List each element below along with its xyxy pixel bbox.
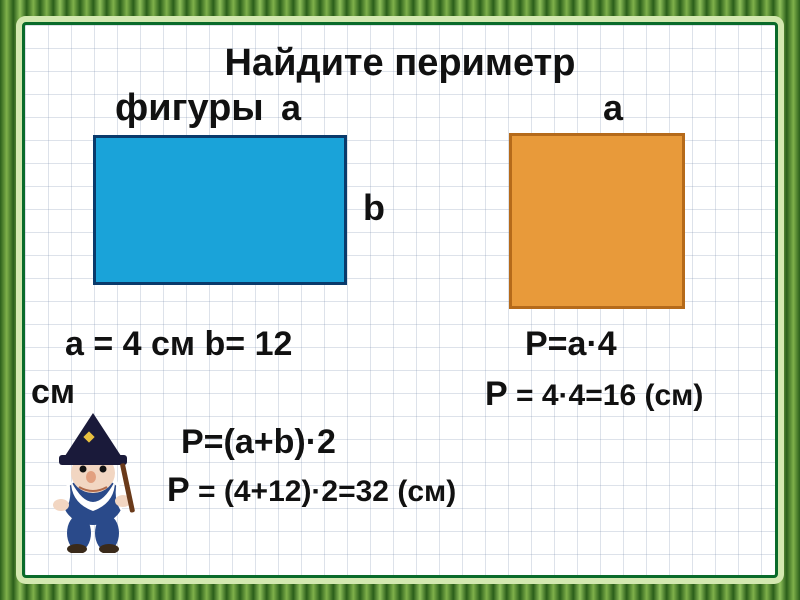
equation-p-a4-calc-rest: = 4·4=16 (см) (508, 379, 704, 412)
rectangle-shape (93, 135, 347, 285)
slide-content: Найдите периметр фигуры а а b a = 4 см b… (25, 25, 775, 575)
equation-ab-values: a = 4 см b= 12 (65, 325, 292, 364)
equation-p-a4-calc: Р = 4·4=16 (см) (485, 375, 703, 414)
equation-p-a4-calc-P: Р (485, 375, 508, 413)
label-a-square: а (603, 87, 623, 129)
equation-p-ab-calc: Р = (4+12)·2=32 (см) (167, 471, 456, 510)
equation-p-a4: Р=а·4 (525, 325, 617, 364)
equation-p-ab-calc-P: Р (167, 471, 190, 509)
slide-frame: Найдите периметр фигуры а а b a = 4 см b… (22, 22, 778, 578)
equation-p-ab-formula: Р=(a+b)·2 (181, 423, 336, 462)
label-a-rectangle: а (281, 87, 301, 129)
title-line2: фигуры (115, 87, 264, 130)
title-line1: Найдите периметр (25, 43, 775, 85)
square-shape (509, 133, 685, 309)
label-b-rectangle: b (363, 187, 385, 229)
equation-p-ab-calc-rest: = (4+12)·2=32 (см) (190, 475, 457, 508)
decorative-outer-frame: Найдите периметр фигуры а а b a = 4 см b… (0, 0, 800, 600)
wizard-mascot-icon (39, 403, 159, 553)
